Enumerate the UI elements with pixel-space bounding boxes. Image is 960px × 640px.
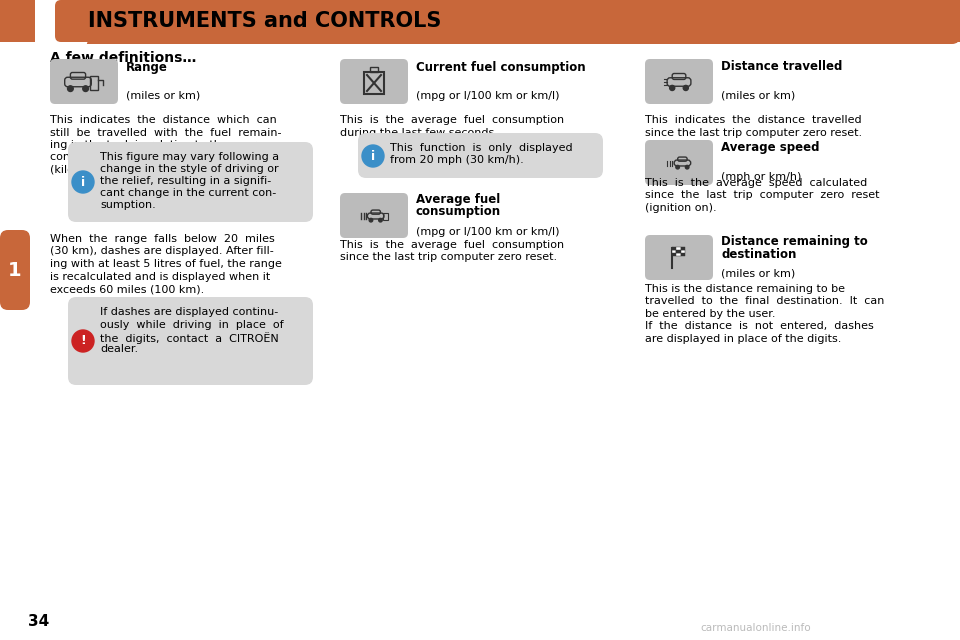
Text: 1: 1	[9, 260, 22, 280]
Bar	[370, 67, 378, 72]
Text: !: !	[80, 335, 85, 348]
Text: This  is  the  average  fuel  consumption: This is the average fuel consumption	[340, 115, 564, 125]
Text: still  be  travelled  with  the  fuel  remain-: still be travelled with the fuel remain-	[50, 127, 281, 138]
Bar	[677, 253, 681, 256]
FancyBboxPatch shape	[340, 59, 408, 104]
Circle shape	[67, 86, 73, 92]
Text: Current fuel consumption: Current fuel consumption	[416, 61, 586, 74]
FancyBboxPatch shape	[55, 0, 960, 44]
Text: (ignition on).: (ignition on).	[645, 203, 716, 213]
Text: the  digits,  contact  a  CITROËN: the digits, contact a CITROËN	[100, 332, 278, 344]
Text: This  is  the  average  fuel  consumption: This is the average fuel consumption	[340, 240, 564, 250]
Bar	[90, 76, 98, 90]
FancyBboxPatch shape	[55, 0, 955, 42]
Text: This is the distance remaining to be: This is the distance remaining to be	[645, 284, 845, 294]
FancyBboxPatch shape	[50, 59, 118, 104]
Circle shape	[685, 165, 689, 169]
Bar	[681, 248, 684, 250]
Bar	[383, 212, 389, 220]
Text: since the last trip computer zero reset.: since the last trip computer zero reset.	[645, 127, 862, 138]
Text: ously  while  driving  in  place  of: ously while driving in place of	[100, 319, 283, 330]
Text: (kilometres) travelled.: (kilometres) travelled.	[50, 165, 174, 175]
Text: (30 km), dashes are displayed. After fill-: (30 km), dashes are displayed. After fil…	[50, 246, 274, 257]
FancyBboxPatch shape	[68, 142, 313, 222]
Text: This  is  the  average  speed  calculated: This is the average speed calculated	[645, 178, 867, 188]
Text: If dashes are displayed continu-: If dashes are displayed continu-	[100, 307, 278, 317]
FancyBboxPatch shape	[0, 0, 35, 42]
Text: (mpg or l/100 km or km/l): (mpg or l/100 km or km/l)	[416, 91, 560, 101]
Text: from 20 mph (30 km/h).: from 20 mph (30 km/h).	[390, 155, 524, 165]
Text: This  indicates  the  distance  which  can: This indicates the distance which can	[50, 115, 276, 125]
Text: INSTRUMENTS and CONTROLS: INSTRUMENTS and CONTROLS	[88, 11, 442, 31]
Text: This  indicates  the  distance  travelled: This indicates the distance travelled	[645, 115, 862, 125]
FancyBboxPatch shape	[645, 140, 713, 185]
Text: carmanualonline.info: carmanualonline.info	[700, 623, 810, 633]
Text: ing in the tank in relation to the average: ing in the tank in relation to the avera…	[50, 140, 277, 150]
Text: be entered by the user.: be entered by the user.	[645, 309, 776, 319]
FancyBboxPatch shape	[340, 193, 408, 238]
Text: Average speed: Average speed	[721, 141, 820, 154]
FancyBboxPatch shape	[358, 133, 603, 178]
Text: dealer.: dealer.	[100, 344, 138, 355]
Text: cant change in the current con-: cant change in the current con-	[100, 188, 276, 198]
Text: are displayed in place of the digits.: are displayed in place of the digits.	[645, 334, 841, 344]
Circle shape	[72, 330, 94, 352]
Text: If  the  distance  is  not  entered,  dashes: If the distance is not entered, dashes	[645, 321, 874, 332]
Circle shape	[684, 85, 688, 90]
Bar	[364, 72, 384, 94]
Text: This figure may vary following a: This figure may vary following a	[100, 152, 279, 162]
Text: (mph or km/h): (mph or km/h)	[721, 172, 802, 182]
Circle shape	[362, 145, 384, 167]
Text: the relief, resulting in a signifi-: the relief, resulting in a signifi-	[100, 176, 272, 186]
Text: 34: 34	[28, 614, 49, 630]
FancyBboxPatch shape	[645, 235, 713, 280]
Text: since the last trip computer zero reset.: since the last trip computer zero reset.	[340, 253, 557, 262]
Text: Range: Range	[126, 61, 168, 74]
Text: since  the  last  trip  computer  zero  reset: since the last trip computer zero reset	[645, 191, 879, 200]
Text: consumption  over  the  last  few  miles: consumption over the last few miles	[50, 152, 271, 163]
FancyBboxPatch shape	[0, 230, 30, 310]
FancyBboxPatch shape	[30, 0, 88, 47]
Text: (mpg or l/100 km or km/l): (mpg or l/100 km or km/l)	[416, 227, 560, 237]
Text: (miles or km): (miles or km)	[721, 91, 795, 101]
Text: (miles or km): (miles or km)	[721, 269, 795, 279]
Text: Distance travelled: Distance travelled	[721, 61, 842, 74]
Bar	[672, 250, 677, 253]
Text: i: i	[81, 175, 85, 189]
Text: during the last few seconds.: during the last few seconds.	[340, 127, 498, 138]
Text: destination: destination	[721, 248, 797, 260]
Text: This  function  is  only  displayed: This function is only displayed	[390, 143, 572, 153]
Bar	[677, 248, 681, 250]
Text: change in the style of driving or: change in the style of driving or	[100, 164, 278, 174]
Bar	[672, 253, 677, 256]
Circle shape	[370, 218, 372, 222]
Text: When  the  range  falls  below  20  miles: When the range falls below 20 miles	[50, 234, 275, 244]
Text: travelled  to  the  final  destination.  It  can: travelled to the final destination. It c…	[645, 296, 884, 307]
Circle shape	[72, 171, 94, 193]
Bar	[672, 248, 677, 250]
FancyBboxPatch shape	[68, 297, 313, 385]
Text: is recalculated and is displayed when it: is recalculated and is displayed when it	[50, 271, 271, 282]
Text: consumption: consumption	[416, 205, 501, 218]
Text: A few definitions…: A few definitions…	[50, 51, 197, 65]
Bar	[681, 253, 684, 256]
Text: exceeds 60 miles (100 km).: exceeds 60 miles (100 km).	[50, 284, 204, 294]
Circle shape	[83, 86, 88, 92]
Circle shape	[378, 218, 382, 222]
Text: i: i	[371, 150, 375, 163]
Text: (miles or km): (miles or km)	[126, 91, 201, 101]
Text: Distance remaining to: Distance remaining to	[721, 234, 868, 248]
Bar	[681, 250, 684, 253]
Text: Average fuel: Average fuel	[416, 193, 500, 205]
Circle shape	[676, 165, 680, 169]
FancyBboxPatch shape	[0, 0, 960, 42]
Text: ing with at least 5 litres of fuel, the range: ing with at least 5 litres of fuel, the …	[50, 259, 282, 269]
FancyBboxPatch shape	[645, 59, 713, 104]
Circle shape	[670, 85, 675, 90]
Bar	[677, 250, 681, 253]
Text: sumption.: sumption.	[100, 200, 156, 210]
